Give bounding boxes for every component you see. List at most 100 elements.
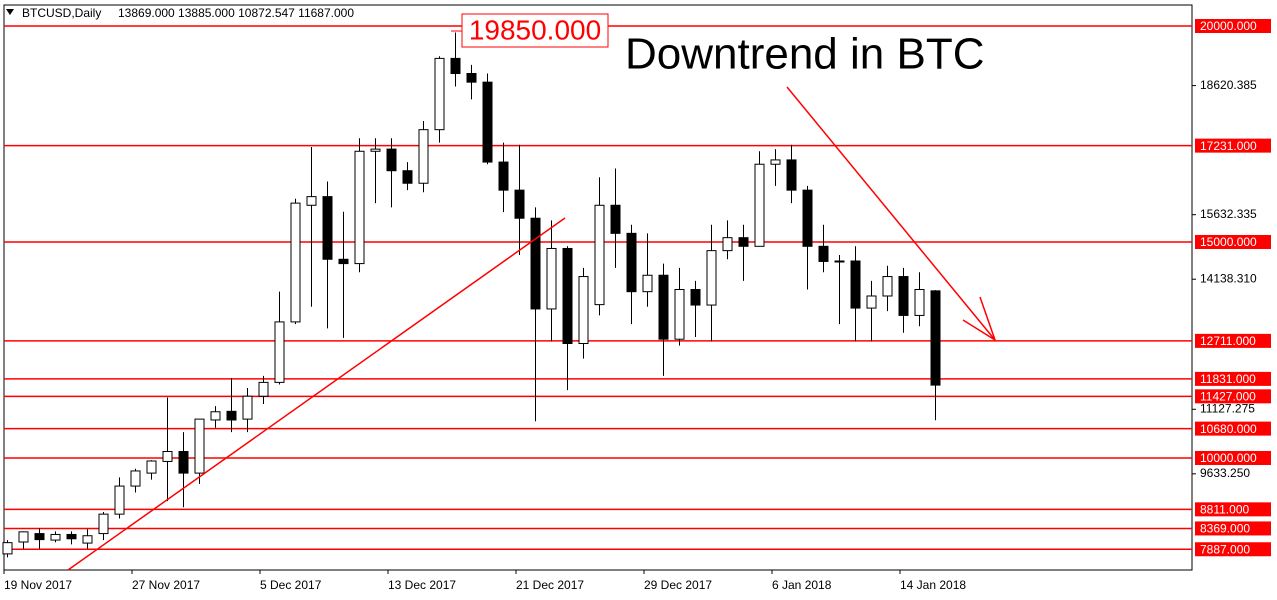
level-label: 12711.000 [1200,334,1256,348]
candle-body [450,57,461,75]
level-label: 8369.000 [1200,522,1250,536]
candle-body [514,189,525,219]
candle-body [194,418,205,474]
candle-body [306,196,317,206]
candle-body [162,451,173,462]
level-label-box [1195,138,1271,153]
x-tick-label: 21 Dec 2017 [516,578,584,592]
ohlc-header: 13869.000 13885.000 10872.547 11687.000 [118,6,354,20]
candle-body [114,485,125,515]
candle-body [530,217,541,310]
candle-body [178,451,189,474]
arrow-line [786,86,996,341]
candle-body [930,290,941,386]
level-label-box [1195,502,1271,517]
candle-body [786,159,797,191]
candle-body [754,163,765,247]
candle-body [722,237,733,252]
x-tick-label: 6 Jan 2018 [772,578,832,592]
chart-title: BTCUSD,Daily [22,6,101,20]
callout-box [461,13,609,48]
candle-body [146,460,157,474]
candle-body [866,295,877,309]
candle-body [498,161,509,191]
level-label: 17231.000 [1200,139,1257,153]
candle-body [226,410,237,421]
level-label-box [1195,542,1271,557]
candle-body [130,470,141,487]
y-tick-label: 14138.310 [1200,271,1257,285]
x-tick-label: 5 Dec 2017 [260,578,322,592]
plot-frame [3,4,1193,571]
y-tick-label: 11127.275 [1200,401,1255,415]
candle-body [322,196,333,260]
x-tick-label: 13 Dec 2017 [388,578,456,592]
level-label-box [1195,18,1271,33]
candle-body [418,129,429,184]
candle-body [434,57,445,131]
candle-body [610,204,621,234]
candle-body [466,73,477,83]
level-label-box [1195,234,1271,249]
candle-body [66,533,77,540]
level-label-box [1195,450,1271,465]
level-label: 11831.000 [1200,372,1256,386]
candle-body [562,247,573,345]
candle-body [818,245,829,262]
trend-line [67,217,566,571]
candle-body [738,237,749,247]
level-label: 15000.000 [1200,235,1257,249]
candle-body [50,533,61,541]
arrow-head [962,296,997,342]
price-callout: 19850.000 [469,14,601,45]
x-tick-label: 19 Nov 2017 [4,578,72,592]
candle-body [82,535,93,544]
candle-body [34,533,45,541]
candles [2,32,941,558]
candle-body [402,170,413,184]
level-label-box [1195,389,1271,404]
candle-body [770,159,781,165]
axes: 18620.385 15632.335 14138.310 11127.275 9633… [3,18,1271,592]
candle-body [642,274,653,293]
level-label-box [1195,421,1271,436]
headline: Downtrend in BTC [625,30,984,79]
level-label: 10680.000 [1200,422,1257,436]
y-tick-label: 18620.385 [1200,78,1257,92]
candle-body [242,395,253,420]
level-label-box [1195,333,1271,348]
candle-body [834,260,845,263]
level-label: 10000.000 [1200,451,1257,465]
candle-body [690,289,701,306]
candle-body [338,258,349,265]
x-tick-label: 14 Jan 2018 [900,578,966,592]
candle-body [482,81,493,163]
candle-body [914,289,925,316]
candle-body [706,250,717,306]
candle-body [882,276,893,297]
candle-body [594,204,605,306]
candle-body [370,148,381,152]
candle-body [626,232,637,293]
x-tick-label: 29 Dec 2017 [644,578,712,592]
candle-body [546,247,557,310]
candle-body [658,274,669,340]
menu-triangle [6,9,14,15]
candle-body [98,513,109,535]
candle-body [274,321,285,383]
candle-body [898,276,909,316]
level-label-box [1195,371,1271,386]
candle-body [18,531,29,543]
level-label: 20000.000 [1200,19,1257,33]
y-tick-label: 15632.335 [1200,207,1257,221]
y-tick-label: 9633.250 [1200,466,1250,480]
x-tick-label: 27 Nov 2017 [132,578,200,592]
candle-body [258,381,269,397]
candle-body [2,542,13,555]
candle-body [850,260,861,309]
level-label: 11427.000 [1200,390,1256,404]
level-label-box [1195,521,1271,536]
candle-body [354,150,365,265]
